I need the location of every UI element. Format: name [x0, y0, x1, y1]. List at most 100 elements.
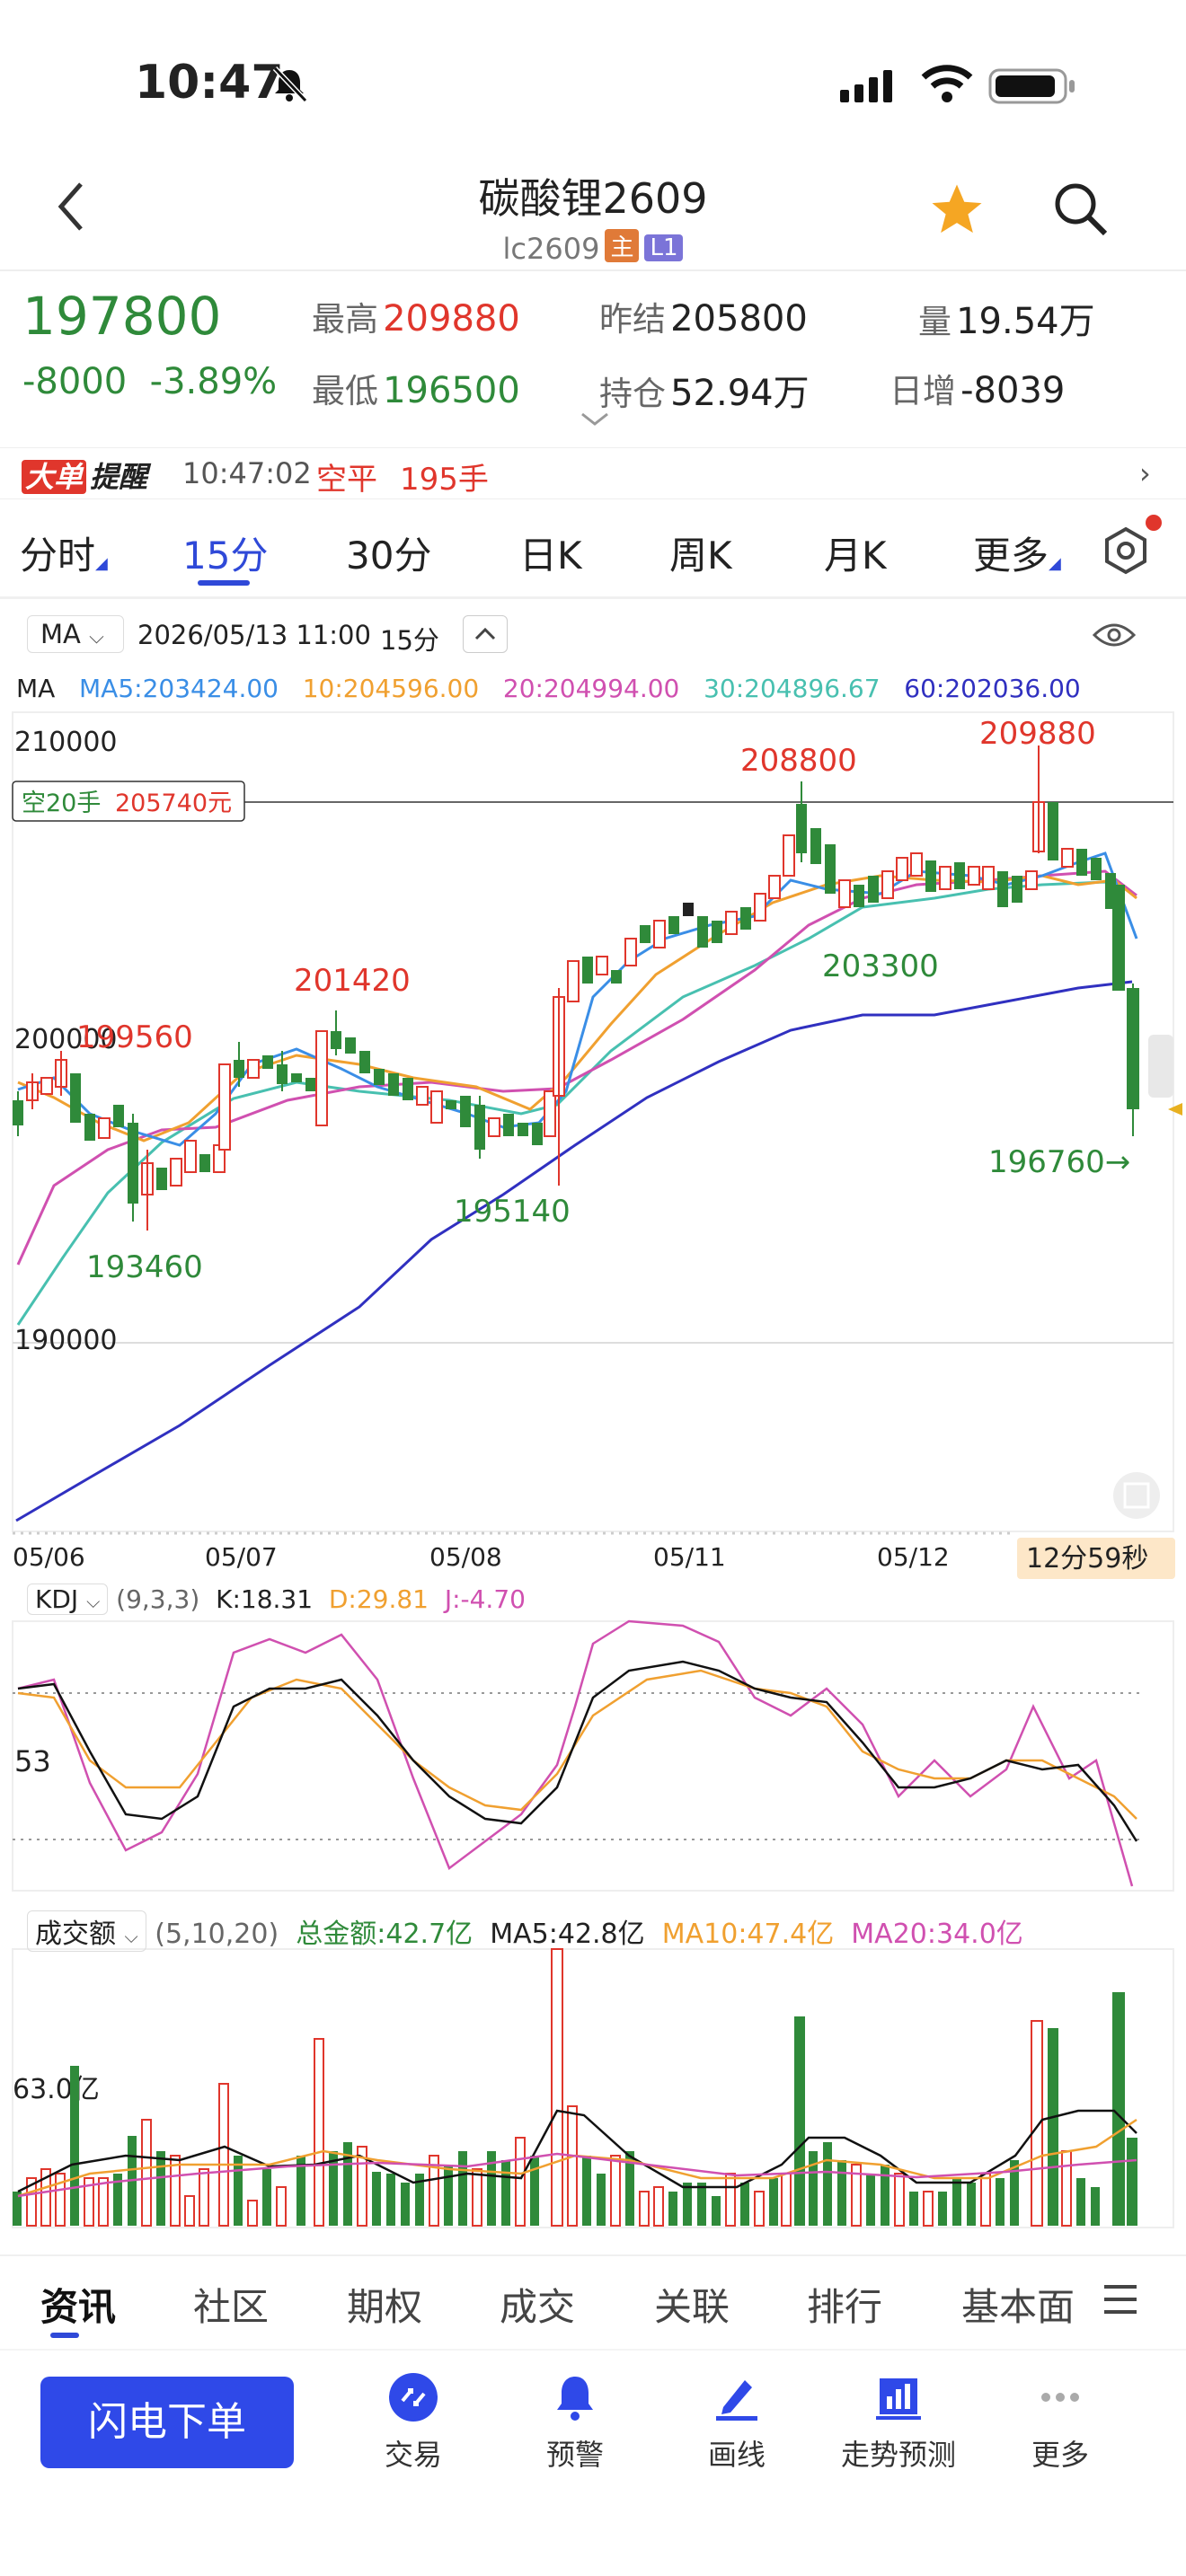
- annotation-low-4: 196760→: [988, 1144, 1130, 1180]
- chart-datetime: 2026/05/13 11:00: [137, 620, 371, 650]
- kline-chart[interactable]: 210000 200000 190000 空20手 205740元: [0, 701, 1186, 2245]
- x-tick-0507: 05/07: [205, 1542, 278, 1572]
- volume-ma5-line: [17, 2109, 1137, 2193]
- tab-info[interactable]: 资讯: [40, 2285, 117, 2329]
- y-tick-210000: 210000: [14, 727, 118, 758]
- nav-trade[interactable]: 交易: [332, 2371, 494, 2474]
- chevron-up-icon: [474, 627, 496, 640]
- bell-icon: [557, 2377, 593, 2421]
- tab-ranking[interactable]: 排行: [807, 2285, 883, 2329]
- page-title: 碳酸锂2609: [478, 174, 708, 223]
- trade-icon: [389, 2373, 438, 2422]
- flash-order-button[interactable]: 闪电下单: [40, 2377, 294, 2468]
- kdj-j-value: J:-4.70: [444, 1584, 526, 1614]
- ma30-line: [16, 880, 1128, 1326]
- tab-intraday-label: 分时: [20, 534, 96, 578]
- price-change: -8000 -3.89%: [22, 361, 277, 402]
- kdj-panel-frame: [12, 1620, 1174, 1892]
- current-price-marker: [1168, 1103, 1182, 1116]
- tab-weekly[interactable]: 周K: [669, 534, 732, 578]
- open-interest-value: 52.94万: [670, 373, 810, 414]
- prev-settle-field: 昨结 205800: [599, 292, 808, 340]
- tab-community[interactable]: 社区: [193, 2285, 270, 2329]
- alert-bar[interactable]: [0, 447, 1186, 499]
- daily-inc-field: 日增 -8039: [890, 364, 1065, 412]
- kdj-select[interactable]: KDJ ⌵: [27, 1584, 109, 1615]
- annotation-high-1: 208800: [740, 743, 857, 779]
- nav-alert[interactable]: 预警: [494, 2371, 656, 2474]
- ma60-line: [15, 980, 1133, 1522]
- chevron-right-icon[interactable]: ›: [1139, 456, 1151, 490]
- chevron-down-icon: ⌵: [86, 1591, 101, 1612]
- ma-values-row: MA MA5:203424.00 10:204596.00 20:204994.…: [16, 674, 1081, 703]
- ma20-line: [16, 869, 1137, 1266]
- annotation-low-3: 203300: [822, 948, 939, 984]
- volume-ma10: MA10:47.4亿: [661, 1919, 835, 1950]
- expand-chevron-icon[interactable]: [580, 411, 610, 431]
- countdown-badge: [1017, 1538, 1175, 1579]
- alert-action: 空平: [316, 462, 377, 498]
- indicator-select[interactable]: MA ⌵: [27, 615, 124, 653]
- volume-select[interactable]: 成交额 ⌵: [27, 1910, 146, 1952]
- tab-fundamentals[interactable]: 基本面: [961, 2285, 1075, 2329]
- nav-more-label: 更多: [1031, 2438, 1089, 2472]
- tabs-divider: [0, 596, 1186, 599]
- search-icon[interactable]: [1051, 180, 1111, 243]
- kdj-k-line: [17, 1660, 1138, 1842]
- annotation-high-4: 199560: [76, 1019, 193, 1055]
- y-tick-200000: 200000: [14, 1024, 118, 1055]
- tab-options[interactable]: 期权: [347, 2285, 423, 2329]
- back-icon[interactable]: [54, 180, 108, 243]
- tab-intraday[interactable]: 分时◢: [20, 525, 108, 580]
- volume-ma20-line: [17, 2152, 1137, 2198]
- high-value: 209880: [383, 298, 520, 340]
- news-tabs-divider: [0, 2254, 1186, 2256]
- nav-more[interactable]: 更多: [979, 2371, 1141, 2474]
- volume-ma10-line: [17, 2118, 1137, 2198]
- nav-trade-label: 交易: [384, 2438, 442, 2472]
- tab-trades[interactable]: 成交: [500, 2285, 576, 2329]
- volume-level-label: 63.0亿: [13, 2074, 100, 2105]
- volume-ma5: MA5:42.8亿: [490, 1919, 645, 1950]
- settings-hexagon-icon[interactable]: [1101, 525, 1151, 579]
- ma5-value: MA5:203424.00: [79, 674, 279, 703]
- scroll-handle[interactable]: [1148, 1035, 1173, 1098]
- countdown-text: 12分59秒: [1026, 1543, 1148, 1575]
- prev-settle-value: 205800: [670, 298, 808, 340]
- menu-icon[interactable]: [1101, 2281, 1140, 2321]
- tab-more[interactable]: 更多◢: [973, 525, 1061, 580]
- tab-more-dropdown-icon: ◢: [1049, 554, 1061, 573]
- annotation-low-1: 193460: [86, 1249, 203, 1285]
- bottom-nav-divider: [0, 2349, 1186, 2351]
- annotation-low-2: 195140: [454, 1194, 571, 1230]
- header-divider: [0, 269, 1186, 271]
- main-chart-frame: [12, 711, 1174, 1532]
- ma-label: MA: [16, 674, 56, 703]
- nav-draw-label: 画线: [707, 2438, 766, 2472]
- kdj-j-line: [17, 1619, 1134, 1887]
- x-tick-0508: 05/08: [429, 1542, 502, 1572]
- nav-draw[interactable]: 画线: [656, 2371, 818, 2474]
- x-axis: 05/06 05/07 05/08 05/11 05/12 12分59秒: [13, 1531, 1175, 1579]
- bell-mute-icon: [270, 65, 309, 108]
- collapse-button[interactable]: [463, 615, 508, 653]
- annotation-high-2: 209880: [979, 716, 1096, 752]
- tab-active-indicator: [198, 580, 250, 586]
- favorite-star-icon[interactable]: [925, 180, 988, 243]
- tab-related[interactable]: 关联: [654, 2285, 730, 2329]
- nav-trend-forecast[interactable]: 走势预测: [818, 2371, 979, 2474]
- volume-field: 量 19.54万: [918, 292, 1095, 344]
- tab-15min[interactable]: 15分: [182, 534, 269, 578]
- daily-inc-label: 日增: [890, 372, 956, 410]
- open-interest-field: 持仓 52.94万: [599, 364, 810, 416]
- fullscreen-button[interactable]: [1113, 1472, 1160, 1519]
- tab-daily[interactable]: 日K: [519, 534, 582, 578]
- high-field: 最高 209880: [312, 292, 520, 340]
- low-value: 196500: [383, 370, 520, 411]
- position-tag[interactable]: [12, 781, 245, 822]
- news-tab-active-indicator: [50, 2333, 79, 2338]
- eye-icon[interactable]: [1092, 620, 1137, 654]
- tab-monthly[interactable]: 月K: [824, 534, 887, 578]
- tab-30min[interactable]: 30分: [346, 534, 432, 578]
- battery-icon: [988, 68, 1078, 108]
